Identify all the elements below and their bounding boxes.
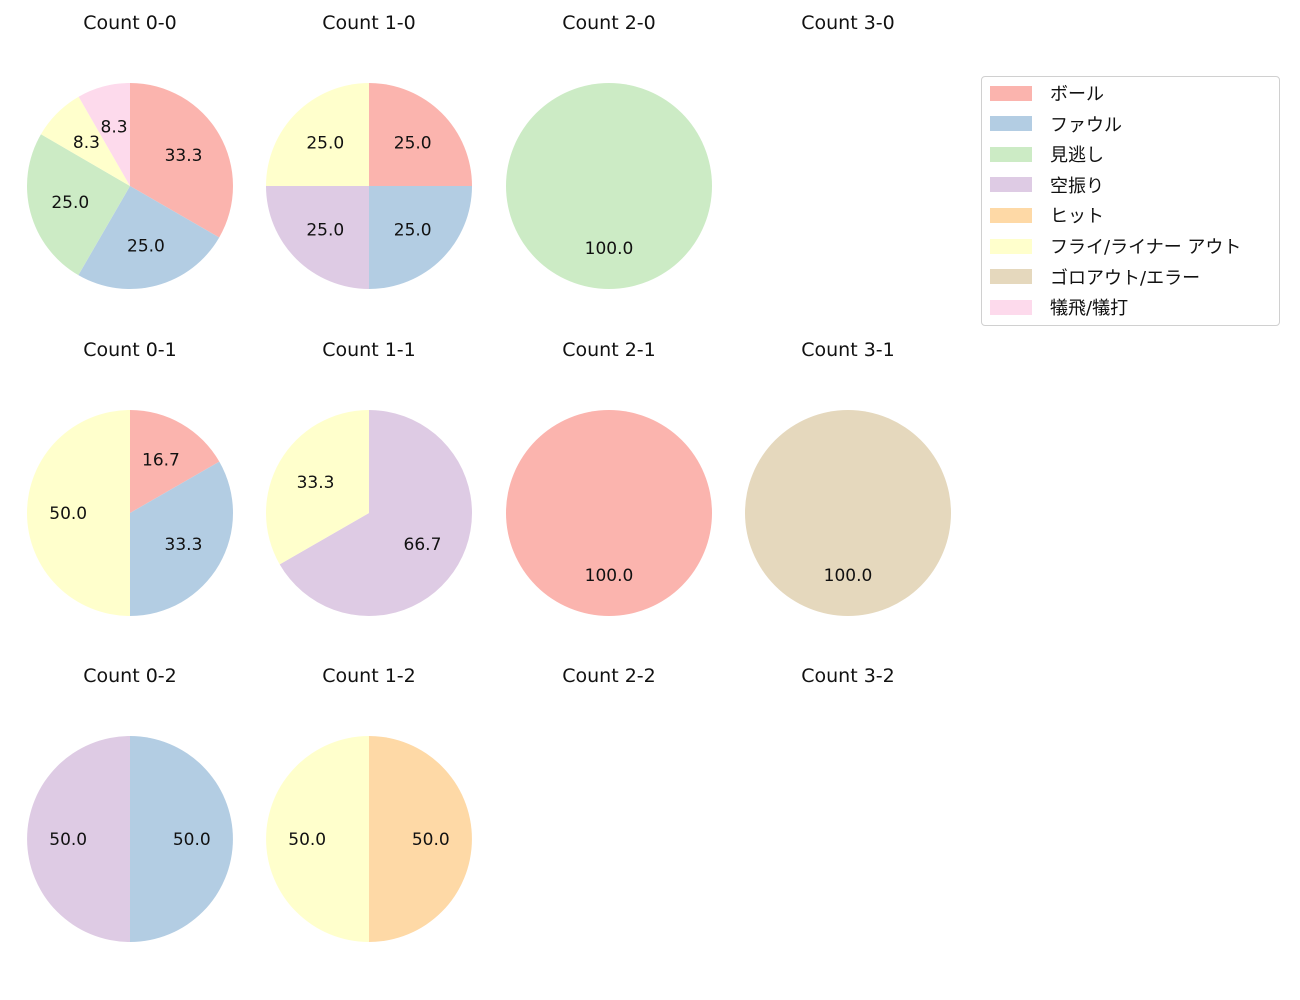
slice-label: 25.0 <box>306 133 344 153</box>
legend-swatch <box>990 116 1032 132</box>
pie-slice <box>266 83 369 186</box>
pie-chart: Count 0-1 16.7 33.3 50.0 <box>27 339 234 616</box>
pie-slice <box>130 410 220 513</box>
legend-item: 見逃し <box>990 144 1104 167</box>
pie-chart: Count 2-0 100.0 <box>506 12 712 289</box>
slice-label: 50.0 <box>49 504 87 524</box>
pie-chart: Count 3-0 <box>801 12 895 34</box>
pie-chart: Count 2-2 <box>562 665 656 687</box>
pie-chart: Count 1-2 50.0 50.0 <box>266 665 472 942</box>
legend-item: ヒット <box>990 205 1104 228</box>
pie-title: Count 2-2 <box>562 665 656 687</box>
pie-title: Count 1-2 <box>322 665 416 687</box>
pie-slice <box>266 409 369 565</box>
slice-label: 33.3 <box>165 535 203 555</box>
legend-swatch <box>990 146 1032 162</box>
slice-label: 100.0 <box>824 566 873 586</box>
legend-swatch <box>990 177 1032 193</box>
slice-label: 25.0 <box>51 193 89 213</box>
legend-item: ファウル <box>990 114 1122 136</box>
slice-label: 66.7 <box>404 535 442 555</box>
pie-title: Count 0-2 <box>83 665 177 687</box>
legend-swatch <box>990 85 1032 101</box>
pie-title: Count 1-0 <box>322 12 416 34</box>
pie-slice <box>26 134 130 276</box>
slice-label: 8.3 <box>73 133 100 153</box>
pie-slice <box>130 83 233 238</box>
slice-label: 8.3 <box>101 117 128 137</box>
legend-item: フライ/ライナー アウト <box>990 236 1242 258</box>
pie-slice <box>369 83 472 186</box>
pie-slice <box>745 410 951 616</box>
pie-title: Count 1-1 <box>322 339 416 361</box>
pie-title: Count 0-1 <box>83 339 177 361</box>
legend-label: 見逃し <box>1050 145 1104 167</box>
legend-label: 空振り <box>1050 175 1104 197</box>
pie-slice <box>266 736 369 942</box>
pie-chart: Count 2-1 100.0 <box>506 339 712 616</box>
slice-label: 25.0 <box>306 221 344 241</box>
pie-slice <box>78 83 130 186</box>
pie-slice <box>27 736 130 942</box>
legend-item: ゴロアウト/エラー <box>990 267 1201 289</box>
pie-chart: Count 0-0 33.3 25.0 25.0 8.38.3 <box>26 12 233 290</box>
pie-chart: Count 0-2 50.0 50.0 <box>27 665 233 942</box>
pie-title: Count 3-0 <box>801 12 895 34</box>
pie-slice <box>27 410 130 616</box>
slice-label: 50.0 <box>173 830 211 850</box>
legend-label: ヒット <box>1050 206 1104 228</box>
legend-label: ボール <box>1050 84 1104 105</box>
pie-slice <box>130 736 233 942</box>
slice-label: 25.0 <box>394 133 432 153</box>
pie-title: Count 3-2 <box>801 665 895 687</box>
legend-swatch <box>990 299 1032 315</box>
legend: ボールファウル見逃し空振りヒットフライ/ライナー アウト ゴロアウト/エラー 犠飛/… <box>981 76 1280 326</box>
pie-chart: Count 1-0 25.0 25.0 25.0 25.0 <box>266 12 472 289</box>
pie-slice <box>369 186 472 289</box>
pie-chart: Count 3-2 <box>801 665 895 687</box>
legend-label: ゴロアウト/エラー <box>1050 267 1201 289</box>
legend-item: ボール <box>990 83 1104 105</box>
slice-label: 33.3 <box>165 146 203 166</box>
slice-label: 25.0 <box>394 221 432 241</box>
pie-slice <box>266 186 369 289</box>
pie-title: Count 3-1 <box>801 339 895 361</box>
legend-item: 空振り <box>990 175 1104 197</box>
slice-label: 50.0 <box>49 830 87 850</box>
legend-swatch <box>990 269 1032 285</box>
slice-label: 33.3 <box>297 473 335 493</box>
pie-slice <box>78 186 220 290</box>
pie-chart: Count 3-1 100.0 <box>745 339 951 616</box>
slice-label: 100.0 <box>585 566 634 586</box>
pie-title: Count 2-1 <box>562 339 656 361</box>
pie-chart: Count 1-1 66.7 33.3 <box>266 339 472 616</box>
legend-swatch <box>990 238 1032 254</box>
pie-slice <box>369 736 472 942</box>
slice-label: 16.7 <box>142 451 180 471</box>
pie-slice <box>506 83 712 289</box>
pie-title: Count 0-0 <box>83 12 177 34</box>
legend-label: 犠飛/犠打 <box>1050 298 1129 320</box>
slice-label: 25.0 <box>127 237 165 257</box>
slice-label: 50.0 <box>288 830 326 850</box>
legend-swatch <box>990 207 1032 223</box>
legend-item: 犠飛/犠打 <box>990 297 1129 320</box>
pie-title: Count 2-0 <box>562 12 656 34</box>
slice-label: 100.0 <box>585 239 634 259</box>
pie-slice <box>279 410 472 616</box>
legend-label: ファウル <box>1050 114 1122 136</box>
legend-label: フライ/ライナー アウト <box>1050 237 1242 258</box>
slice-label: 50.0 <box>412 830 450 850</box>
pie-slice <box>130 461 234 616</box>
pie-slice <box>40 96 130 186</box>
pie-slice <box>506 410 712 616</box>
